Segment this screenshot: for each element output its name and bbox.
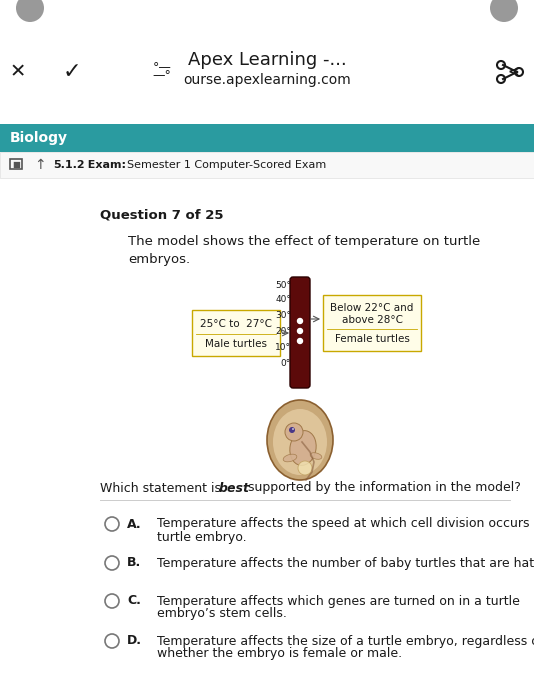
Text: Female turtles: Female turtles: [335, 334, 410, 344]
Circle shape: [285, 423, 303, 441]
Text: 0°: 0°: [281, 359, 291, 368]
Text: embryos.: embryos.: [128, 253, 190, 266]
Text: Temperature affects the size of a turtle embryo, regardless of: Temperature affects the size of a turtle…: [157, 635, 534, 647]
Text: Biology: Biology: [10, 131, 68, 145]
Text: Temperature affects the speed at which cell division occurs in a: Temperature affects the speed at which c…: [157, 518, 534, 531]
FancyBboxPatch shape: [290, 277, 310, 388]
Circle shape: [297, 319, 302, 324]
Text: ■: ■: [12, 161, 20, 170]
Text: <: <: [507, 65, 519, 79]
Bar: [0, 124, 534, 152]
Text: Below 22°C and: Below 22°C and: [331, 303, 414, 313]
Text: The model shows the effect of temperature on turtle: The model shows the effect of temperatur…: [128, 235, 480, 248]
Text: Which statement is: Which statement is: [100, 482, 225, 495]
Text: Question 7 of 25: Question 7 of 25: [100, 208, 224, 221]
Ellipse shape: [267, 400, 333, 480]
Bar: [10, 159, 22, 169]
Text: ↑: ↑: [34, 158, 46, 172]
Circle shape: [292, 428, 294, 430]
Text: Apex Learning -...: Apex Learning -...: [187, 51, 347, 69]
Text: 20°: 20°: [275, 328, 291, 337]
Ellipse shape: [273, 409, 327, 475]
Ellipse shape: [283, 454, 297, 462]
Text: C.: C.: [127, 595, 141, 607]
Text: Semester 1 Computer-Scored Exam: Semester 1 Computer-Scored Exam: [120, 160, 326, 170]
FancyBboxPatch shape: [323, 295, 421, 351]
Circle shape: [16, 0, 44, 22]
Text: Male turtles: Male turtles: [205, 339, 267, 349]
Text: ourse.apexlearning.com: ourse.apexlearning.com: [183, 73, 351, 87]
Text: —°: —°: [153, 70, 171, 83]
Ellipse shape: [310, 453, 322, 460]
Text: turtle embryo.: turtle embryo.: [157, 531, 247, 544]
Text: D.: D.: [127, 635, 142, 647]
Text: Temperature affects the number of baby turtles that are hatched.: Temperature affects the number of baby t…: [157, 557, 534, 569]
Circle shape: [105, 517, 119, 531]
Circle shape: [297, 328, 302, 333]
Circle shape: [289, 427, 295, 433]
Text: A.: A.: [127, 518, 142, 531]
Text: supported by the information in the model?: supported by the information in the mode…: [244, 482, 521, 495]
Text: above 28°C: above 28°C: [342, 315, 403, 325]
Text: best: best: [219, 482, 250, 495]
Text: B.: B.: [127, 557, 142, 569]
Text: ✕: ✕: [10, 63, 26, 81]
Circle shape: [105, 556, 119, 570]
Bar: [0, 152, 534, 178]
FancyBboxPatch shape: [192, 310, 280, 356]
Circle shape: [297, 339, 302, 344]
Circle shape: [105, 594, 119, 608]
Text: embryo’s stem cells.: embryo’s stem cells.: [157, 607, 287, 620]
Text: 40°: 40°: [275, 295, 291, 304]
Circle shape: [105, 634, 119, 648]
Text: °—: °—: [153, 61, 171, 75]
Text: ✓: ✓: [62, 62, 81, 82]
Text: 10°: 10°: [275, 344, 291, 353]
Ellipse shape: [290, 431, 316, 465]
Text: Exam:: Exam:: [80, 160, 126, 170]
Text: 30°: 30°: [275, 311, 291, 320]
Text: Temperature affects which genes are turned on in a turtle: Temperature affects which genes are turn…: [157, 595, 520, 607]
Text: 50°: 50°: [275, 281, 291, 290]
Circle shape: [490, 0, 518, 22]
Circle shape: [298, 461, 312, 475]
Text: 25°C to  27°C: 25°C to 27°C: [200, 319, 272, 329]
Text: 5.1.2: 5.1.2: [53, 160, 84, 170]
Text: whether the embryo is female or male.: whether the embryo is female or male.: [157, 647, 402, 660]
